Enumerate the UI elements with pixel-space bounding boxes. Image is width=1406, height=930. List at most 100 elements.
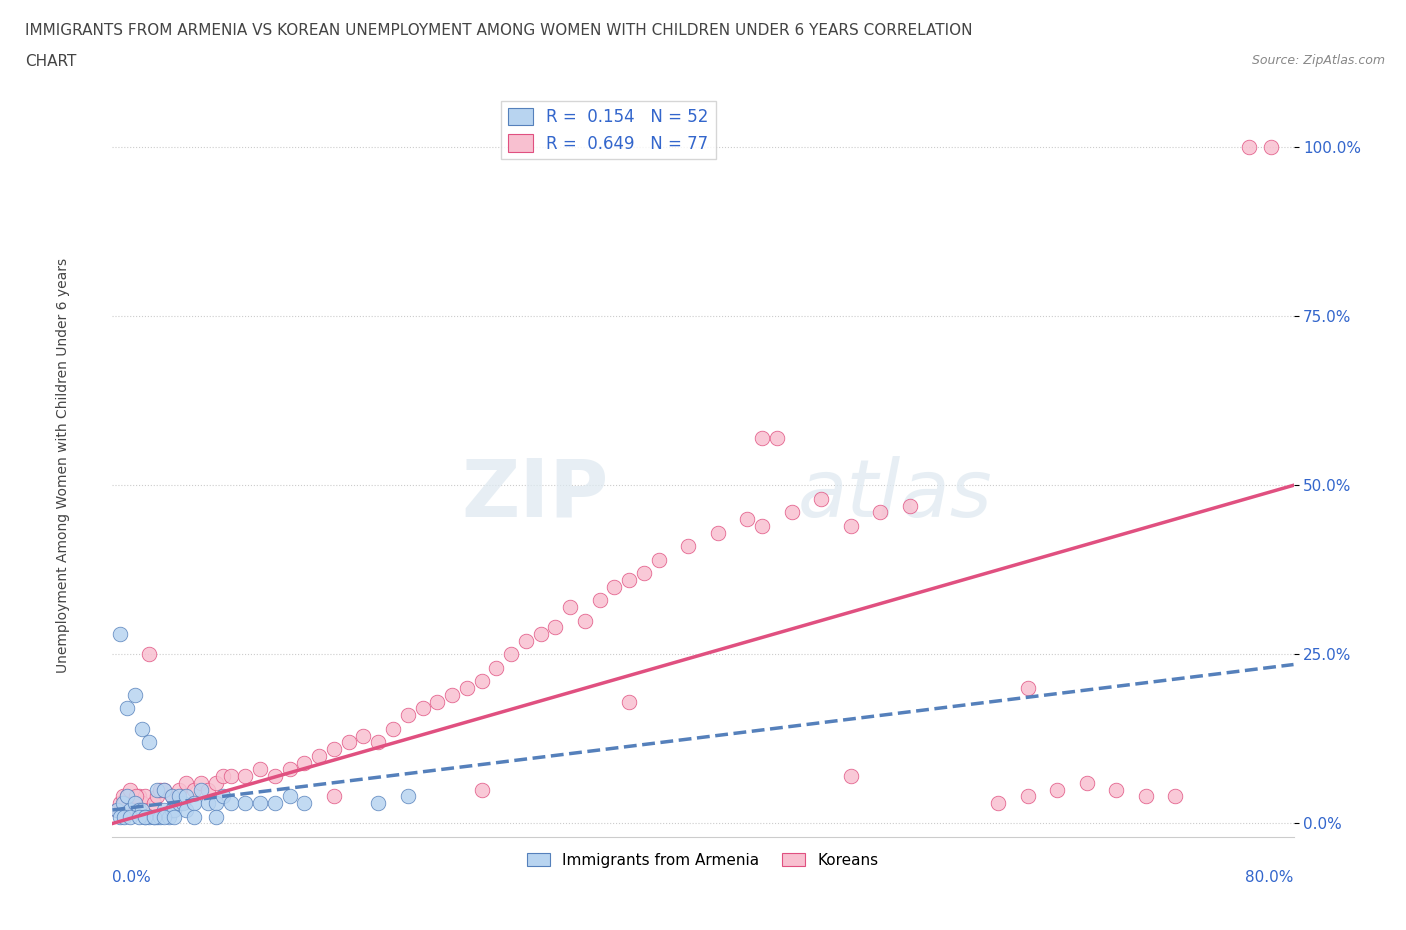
Point: [108, 627, 131, 642]
Point: [558, 600, 582, 615]
Point: [146, 782, 169, 797]
Point: [131, 803, 153, 817]
Point: [120, 803, 142, 817]
Point: [160, 789, 183, 804]
Text: Unemployment Among Women with Children Under 6 years: Unemployment Among Women with Children U…: [56, 258, 70, 672]
Point: [128, 803, 150, 817]
Point: [987, 796, 1010, 811]
Point: [120, 809, 142, 824]
Point: [323, 789, 346, 804]
Point: [264, 769, 287, 784]
Point: [337, 735, 360, 750]
Point: [120, 782, 142, 797]
Point: [323, 741, 346, 756]
Point: [149, 782, 172, 797]
Point: [751, 518, 773, 533]
Point: [249, 762, 271, 777]
Point: [470, 782, 494, 797]
Point: [138, 809, 160, 824]
Point: [134, 809, 156, 824]
Point: [515, 633, 537, 648]
Legend: R =  0.154   N = 52, R =  0.649   N = 77: R = 0.154 N = 52, R = 0.649 N = 77: [502, 101, 716, 159]
Text: Source: ZipAtlas.com: Source: ZipAtlas.com: [1251, 54, 1385, 67]
Point: [839, 769, 862, 784]
Point: [485, 660, 508, 675]
Point: [219, 796, 242, 811]
Point: [1017, 789, 1039, 804]
Point: [219, 769, 242, 784]
Point: [603, 579, 626, 594]
Point: [706, 525, 728, 540]
Point: [367, 796, 389, 811]
Point: [111, 796, 134, 811]
Point: [574, 613, 596, 628]
Point: [869, 505, 891, 520]
Point: [117, 789, 138, 804]
Point: [898, 498, 921, 513]
Point: [163, 803, 186, 817]
Text: IMMIGRANTS FROM ARMENIA VS KOREAN UNEMPLOYMENT AMONG WOMEN WITH CHILDREN UNDER 6: IMMIGRANTS FROM ARMENIA VS KOREAN UNEMPL…: [25, 23, 973, 38]
Point: [780, 505, 803, 520]
Point: [134, 809, 156, 824]
Point: [138, 647, 160, 662]
Point: [153, 782, 176, 797]
Point: [167, 796, 190, 811]
Point: [212, 769, 235, 784]
Point: [183, 782, 205, 797]
Text: ZIP: ZIP: [461, 456, 609, 534]
Point: [205, 796, 228, 811]
Point: [396, 708, 419, 723]
Point: [367, 735, 389, 750]
Point: [264, 796, 287, 811]
Point: [588, 592, 610, 607]
Point: [737, 512, 759, 526]
Point: [292, 796, 315, 811]
Point: [529, 627, 551, 642]
Point: [1239, 140, 1261, 154]
Point: [619, 573, 641, 588]
Point: [678, 538, 700, 553]
Point: [128, 809, 150, 824]
Point: [174, 803, 197, 817]
Point: [167, 789, 190, 804]
Point: [125, 789, 148, 804]
Point: [205, 776, 228, 790]
Point: [117, 789, 138, 804]
Point: [619, 695, 641, 710]
Point: [396, 789, 419, 804]
Point: [190, 776, 212, 790]
Point: [751, 431, 773, 445]
Point: [1164, 789, 1187, 804]
Point: [544, 620, 567, 635]
Point: [197, 796, 219, 811]
Point: [124, 687, 146, 702]
Point: [131, 722, 153, 737]
Point: [174, 776, 197, 790]
Point: [839, 518, 862, 533]
Point: [1046, 782, 1069, 797]
Point: [149, 809, 172, 824]
Point: [249, 796, 271, 811]
Point: [633, 565, 655, 580]
Point: [810, 491, 832, 506]
Point: [766, 431, 789, 445]
Point: [108, 809, 131, 824]
Point: [197, 782, 219, 797]
Point: [470, 674, 494, 689]
Text: CHART: CHART: [25, 54, 77, 69]
Point: [124, 796, 146, 811]
Point: [160, 803, 183, 817]
Point: [134, 789, 156, 804]
Point: [105, 803, 128, 817]
Point: [352, 728, 374, 743]
Point: [112, 796, 135, 811]
Point: [278, 789, 301, 804]
Point: [153, 782, 176, 797]
Point: [292, 755, 315, 770]
Point: [205, 809, 228, 824]
Point: [1135, 789, 1157, 804]
Point: [233, 769, 256, 784]
Point: [278, 762, 301, 777]
Point: [647, 552, 671, 567]
Point: [183, 796, 205, 811]
